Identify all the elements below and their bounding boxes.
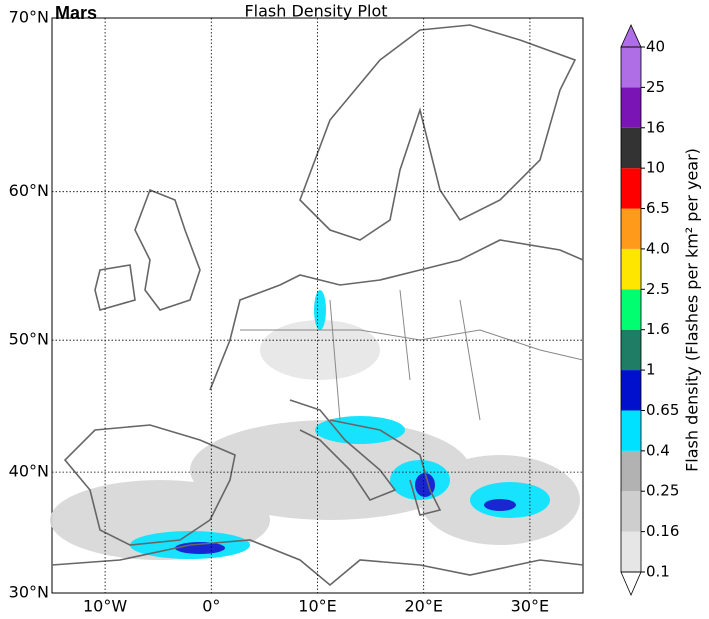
colorbar-tick-label: 2.5: [646, 280, 670, 298]
coastline: [299, 24, 577, 241]
density-blob: [260, 320, 380, 380]
colorbar-tick-label: 16: [646, 118, 665, 136]
colorbar-segment: [621, 531, 641, 572]
density-blob: [315, 416, 405, 444]
map-label: Mars: [55, 3, 97, 23]
coastline: [94, 264, 136, 311]
colorbar-tick-label: 0.65: [646, 401, 679, 419]
colorbar-segment: [621, 168, 641, 209]
lon-tick-label: 20°E: [404, 597, 442, 616]
colorbar-tick-label: 6.5: [646, 199, 670, 217]
colorbar-segment: [621, 208, 641, 249]
map-title: Flash Density Plot: [244, 2, 387, 21]
colorbar-tick-label: 1.6: [646, 320, 670, 338]
lon-tick-label: 10°E: [298, 597, 336, 616]
density-blob: [314, 290, 326, 330]
lat-tick-label: 30°N: [9, 583, 49, 602]
density-blob: [190, 420, 470, 520]
colorbar-label: Flash density (Flashes per km² per year): [683, 148, 702, 472]
colorbar-frame: [620, 46, 642, 573]
colorbar-segment: [621, 47, 641, 88]
colorbar-segment: [621, 410, 641, 451]
colorbar-segment: [621, 491, 641, 532]
colorbar-segment: [621, 450, 641, 492]
coastline: [329, 419, 442, 516]
grid-layer: 30°N 40°N 50°N 60°N 70°N 10°W 0° 10°E 20°E 30°E: [9, 8, 583, 616]
density-blob: [470, 482, 550, 518]
colorbar-segment: [621, 289, 641, 330]
map-background: [50, 17, 584, 594]
colorbar-tick-label: 10: [646, 159, 665, 177]
colorbar-segment: [621, 87, 641, 128]
colorbar-tick-label: 0.1: [646, 563, 670, 581]
colorbar-tick-label: 25: [646, 78, 665, 96]
lat-tick-label: 70°N: [9, 8, 49, 27]
coastline: [134, 188, 201, 311]
lat-tick-label: 40°N: [9, 462, 49, 481]
colorbar-segment: [621, 370, 641, 411]
colorbar: 0.1 0.16 0.25 0.4 0.65 1 1.6 2.5 4.0 6.5 10 16 25 40: [620, 24, 679, 597]
colorbar-tick-label: 1: [646, 361, 656, 379]
colorbar-tick-label: 4.0: [646, 239, 670, 257]
colorbar-tick-label: 0.4: [646, 441, 670, 459]
colorbar-segment: [621, 127, 641, 169]
lat-tick-label: 50°N: [9, 330, 49, 349]
colorbar-segment: [621, 329, 641, 371]
coastline: [63, 424, 236, 546]
colorbar-tick-label: 0.25: [646, 482, 679, 500]
coastline: [289, 399, 397, 501]
lon-tick-label: 30°E: [511, 597, 549, 616]
colorbar-under: [620, 571, 642, 597]
colorbar-segment: [621, 248, 641, 290]
coastline: [209, 239, 584, 391]
lat-tick-label: 60°N: [9, 181, 49, 200]
colorbar-over: [620, 24, 642, 48]
lon-tick-label: 10°W: [83, 597, 127, 616]
colorbar-tick-label: 0.16: [646, 522, 679, 540]
density-blob: [484, 499, 516, 511]
lon-tick-label: 0°: [202, 597, 220, 616]
colorbar-tick-label: 40: [646, 38, 665, 56]
coastline: [51, 539, 584, 587]
